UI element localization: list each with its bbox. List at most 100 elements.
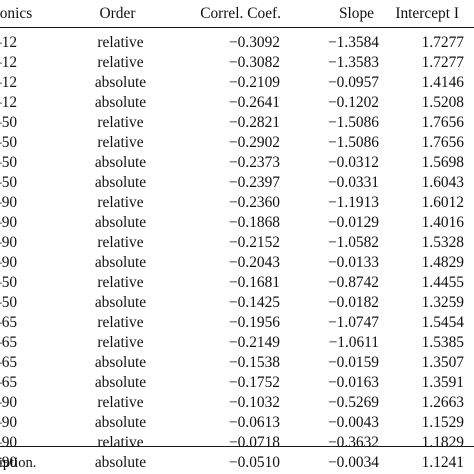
cell-correl-coef: −0.3082 [228, 54, 280, 71]
cell-intercept: 1.5208 [421, 94, 464, 111]
cell-order: relative [97, 314, 144, 331]
header-intercept: Intercept I [395, 4, 459, 22]
cell-slope: −0.0129 [327, 214, 379, 231]
cell-slope: −1.0582 [327, 234, 379, 251]
cell-slope: −1.3583 [327, 54, 379, 71]
table-row: –12 absolute −0.2641 −0.1202 1.5208 [0, 93, 474, 113]
cell-intercept: 1.6043 [421, 174, 464, 191]
cell-order: absolute [94, 254, 147, 271]
table-row: –65 relative −0.1956 −1.0747 1.5454 [0, 313, 474, 333]
table-body: –12 relative −0.3092 −1.3584 1.7277 –12 relati… [0, 30, 474, 473]
cell-slope: −0.1202 [327, 94, 379, 111]
cell-correl-coef: −0.2109 [228, 74, 280, 91]
cell-order: relative [97, 394, 144, 411]
cell-intercept: 1.6012 [421, 194, 464, 211]
header-slope: Slope [338, 4, 374, 22]
cell-correl-coef: −0.2360 [228, 194, 280, 211]
cell-intercept: 1.3591 [421, 374, 464, 391]
cell-slope: −1.1913 [327, 194, 379, 211]
cell-harmonics: –50 [0, 134, 18, 151]
cell-order: relative [97, 194, 144, 211]
cell-correl-coef: −0.2149 [228, 334, 280, 351]
cell-harmonics: –50 [0, 274, 18, 291]
cell-correl-coef: −0.1032 [228, 394, 280, 411]
table-row: –90 absolute −0.0613 −0.0043 1.1529 [0, 413, 474, 433]
cell-slope: −0.0312 [327, 154, 379, 171]
cell-harmonics: –65 [0, 374, 18, 391]
cell-harmonics: –50 [0, 114, 18, 131]
cell-order: relative [97, 434, 144, 451]
cell-harmonics: –50 [0, 294, 18, 311]
cell-harmonics: –90 [0, 214, 18, 231]
cell-order: relative [97, 134, 144, 151]
cell-order: absolute [94, 454, 147, 471]
cell-slope: −1.0747 [327, 314, 379, 331]
cell-slope: −1.5086 [327, 134, 379, 151]
cell-intercept: 1.7656 [421, 114, 464, 131]
cell-correl-coef: −0.0718 [228, 434, 280, 451]
cell-intercept: 1.7277 [421, 54, 464, 71]
cell-harmonics: –65 [0, 314, 18, 331]
cell-harmonics: –65 [0, 334, 18, 351]
table-row: –12 relative −0.3092 −1.3584 1.7277 [0, 30, 474, 53]
table-bottom-rule [0, 446, 474, 447]
table-row: –12 relative −0.3082 −1.3583 1.7277 [0, 53, 474, 73]
header-row: nonics Order Correl. Coef. Slope Interce… [0, 0, 474, 30]
cell-slope: −0.0182 [327, 294, 379, 311]
cell-correl-coef: −0.1956 [228, 314, 280, 331]
cell-slope: −1.3584 [327, 34, 379, 51]
cell-order: absolute [94, 74, 147, 91]
cell-order: absolute [94, 414, 147, 431]
cell-harmonics: –12 [0, 34, 18, 51]
table-row: –65 absolute −0.1752 −0.0163 1.3591 [0, 373, 474, 393]
cell-intercept: 1.4016 [421, 214, 464, 231]
table-row: –90 absolute −0.2043 −0.0133 1.4829 [0, 253, 474, 273]
cell-correl-coef: −0.1681 [228, 274, 280, 291]
cell-intercept: 1.5328 [421, 234, 464, 251]
cell-slope: −0.0043 [327, 414, 379, 431]
table-row: –90 relative −0.1032 −0.5269 1.2663 [0, 393, 474, 413]
cell-correl-coef: −0.0510 [228, 454, 280, 471]
cell-slope: −1.0611 [328, 334, 379, 351]
cell-slope: −0.0133 [327, 254, 379, 271]
cell-order: relative [97, 274, 144, 291]
cell-order: relative [97, 234, 144, 251]
table-row: –90 absolute −0.1868 −0.0129 1.4016 [0, 213, 474, 233]
cell-intercept: 1.4829 [421, 254, 464, 271]
header-order: Order [99, 4, 136, 22]
cell-intercept: 1.5385 [421, 334, 464, 351]
cell-order: absolute [94, 374, 147, 391]
cell-correl-coef: −0.2397 [228, 174, 280, 191]
table-row: –90 absolute −0.0510 −0.0034 1.1241 [0, 453, 474, 473]
cell-harmonics: –90 [0, 254, 18, 271]
cell-slope: −0.0034 [327, 454, 379, 471]
cell-intercept: 1.7277 [421, 34, 464, 51]
cell-intercept: 1.2663 [421, 394, 464, 411]
cell-slope: −0.5269 [327, 394, 379, 411]
cell-order: absolute [94, 154, 147, 171]
cell-harmonics: –90 [0, 414, 18, 431]
cell-harmonics: –90 [0, 434, 18, 451]
table-row: –50 absolute −0.2397 −0.0331 1.6043 [0, 173, 474, 193]
table-row: –50 relative −0.2821 −1.5086 1.7656 [0, 113, 474, 133]
table-header: nonics Order Correl. Coef. Slope Interce… [0, 0, 474, 30]
table-row: –50 relative −0.1681 −0.8742 1.4455 [0, 273, 474, 293]
cell-harmonics: –50 [0, 154, 18, 171]
cell-intercept: 1.3259 [421, 294, 464, 311]
cell-correl-coef: −0.1538 [228, 354, 280, 371]
cell-intercept: 1.1241 [421, 454, 464, 471]
cell-intercept: 1.1529 [421, 414, 464, 431]
header-divider [0, 27, 474, 28]
header-harmonics: nonics [0, 4, 33, 22]
table-row: –90 relative −0.0718 −0.3632 1.1829 [0, 433, 474, 453]
cell-correl-coef: −0.2641 [228, 94, 280, 111]
cell-correl-coef: −0.1868 [228, 214, 280, 231]
table-row: –12 absolute −0.2109 −0.0957 1.4146 [0, 73, 474, 93]
cell-order: relative [97, 334, 144, 351]
cell-correl-coef: −0.2821 [228, 114, 280, 131]
cell-order: relative [97, 54, 144, 71]
cell-harmonics: –50 [0, 174, 18, 191]
header-correl-coef: Correl. Coef. [200, 4, 281, 22]
cell-intercept: 1.7656 [421, 134, 464, 151]
